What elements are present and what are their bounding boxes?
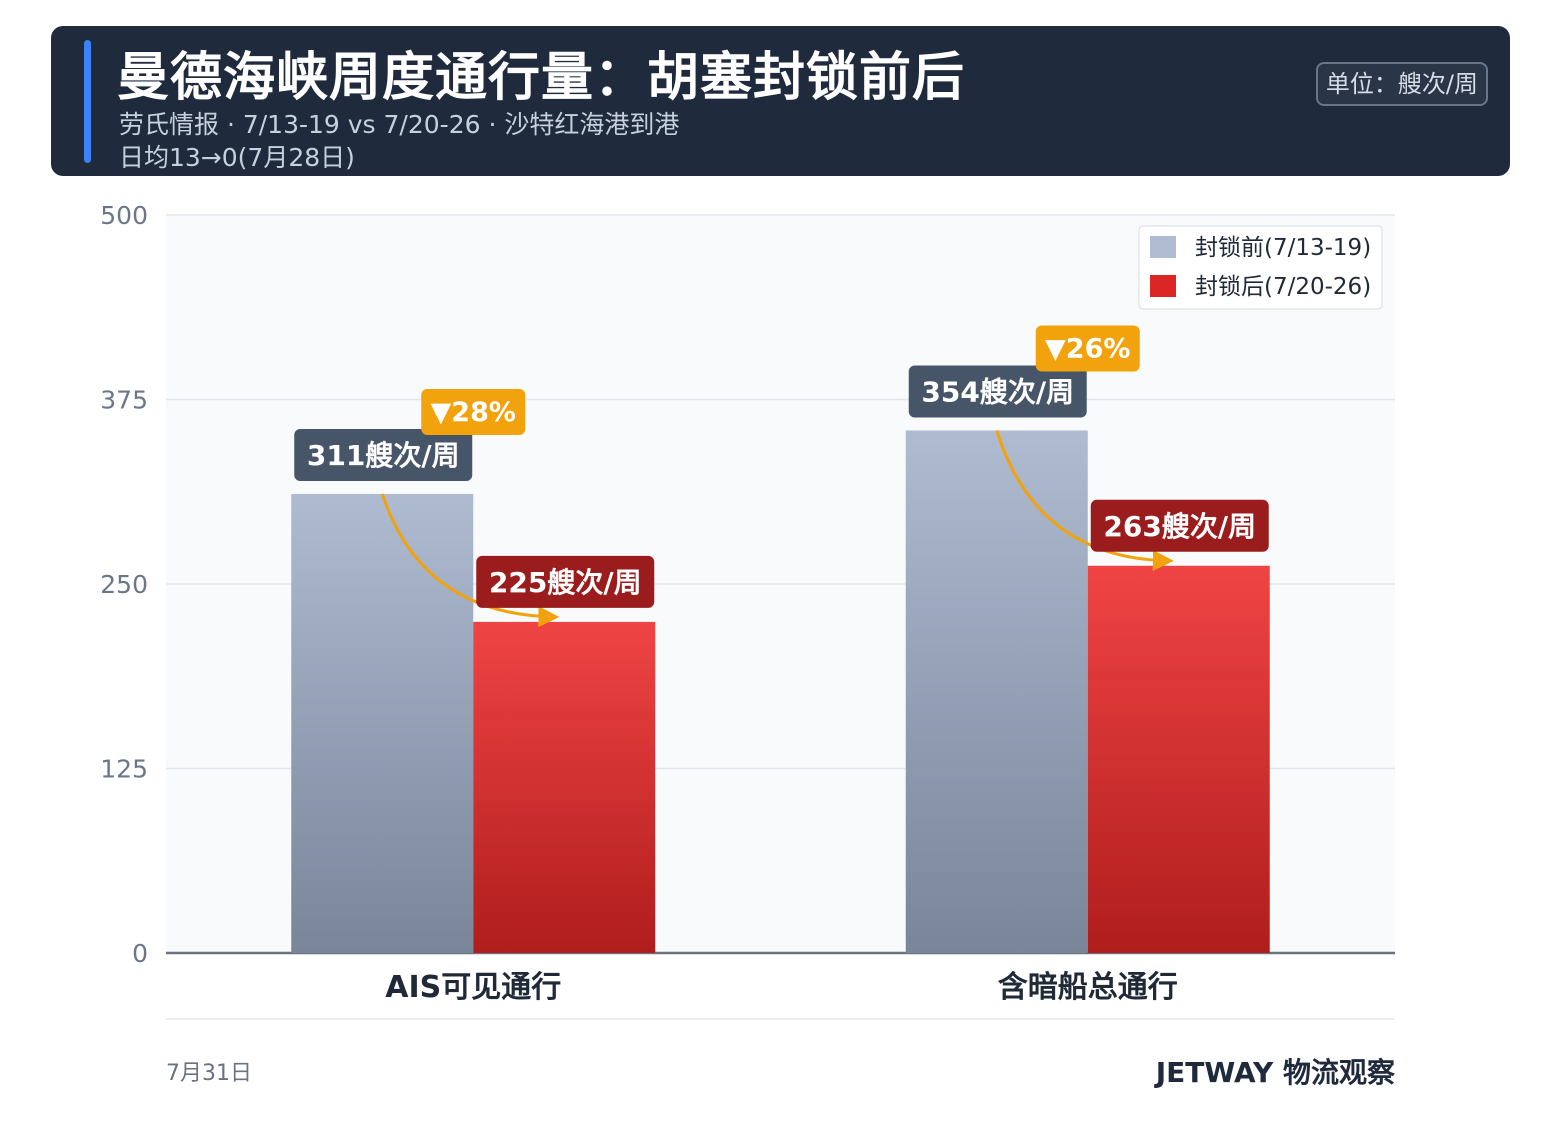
footer-date: 7月31日 — [166, 1061, 252, 1086]
value-label-after: 263艘次/周 — [1103, 510, 1256, 543]
value-label-after-bg — [1090, 499, 1269, 552]
footer-brand: JETWAY 物流观察 — [1155, 1056, 1395, 1089]
value-label-before: 311艘次/周 — [307, 439, 460, 472]
value-label-after: 225艘次/周 — [489, 566, 642, 599]
legend-swatch — [1150, 236, 1176, 258]
change-arrow — [995, 430, 1174, 572]
chart-title: 曼德海峡周度通行量：胡塞封锁前后 — [117, 48, 966, 108]
change-badge: ▼26% — [1045, 333, 1130, 364]
legend-label: 封锁前(7/13-19) — [1195, 235, 1371, 261]
y-tick-label: 375 — [100, 386, 148, 415]
x-category-label: AIS可见通行 — [385, 970, 561, 1005]
value-label-before-bg — [294, 428, 473, 481]
change-badge-bg — [1035, 325, 1140, 372]
legend-swatch — [1150, 275, 1176, 297]
chart-subtitle-secondary: 日均13→0(7月28日) — [119, 143, 355, 172]
x-category-label: 含暗船总通行 — [998, 970, 1178, 1005]
accent-bar — [84, 40, 91, 163]
change-badge-bg — [421, 388, 526, 435]
y-tick-label: 125 — [100, 755, 148, 784]
bar-before — [291, 493, 474, 953]
value-label-before: 354艘次/周 — [921, 375, 1074, 408]
value-label-after-bg — [476, 555, 655, 608]
chart-subtitle: 劳氏情报 · 7/13-19 vs 7/20-26 · 沙特红海港到港 — [119, 110, 680, 139]
change-arrow — [380, 493, 560, 628]
change-badge: ▼28% — [431, 397, 516, 428]
bar-after — [1087, 564, 1270, 953]
legend-label: 封锁后(7/20-26) — [1195, 274, 1371, 300]
y-tick-label: 0 — [132, 939, 148, 968]
y-tick-label: 500 — [100, 201, 148, 230]
bar-after — [473, 620, 656, 953]
legend-box — [1138, 225, 1383, 310]
bar-before — [905, 430, 1088, 954]
unit-badge: 单位：艘次/周 — [1315, 62, 1488, 106]
y-tick-label: 250 — [100, 570, 148, 599]
header-banner: 曼德海峡周度通行量：胡塞封锁前后 劳氏情报 · 7/13-19 vs 7/20-… — [51, 26, 1510, 176]
value-label-before-bg — [908, 365, 1087, 418]
